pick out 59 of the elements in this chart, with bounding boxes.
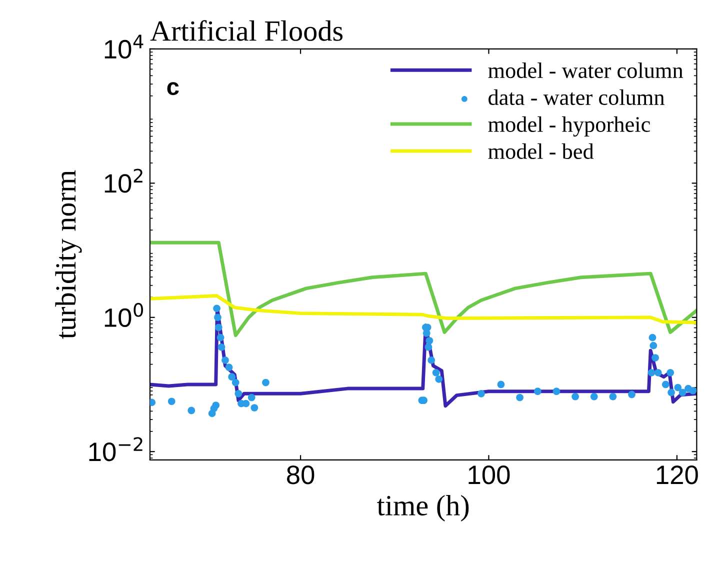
y-tick-label: 10$^{0}$ bbox=[104, 302, 144, 328]
x-tick-label: 80 bbox=[287, 466, 314, 484]
point bbox=[225, 364, 233, 372]
point bbox=[228, 373, 236, 381]
point bbox=[232, 378, 240, 386]
point bbox=[552, 388, 560, 396]
point bbox=[648, 368, 656, 376]
point bbox=[689, 386, 697, 394]
legend-label: model - bed bbox=[488, 143, 594, 160]
line-series bbox=[150, 240, 697, 338]
point bbox=[662, 380, 670, 388]
point bbox=[222, 356, 229, 364]
point bbox=[435, 376, 443, 383]
x-axis-title: time (h) bbox=[377, 494, 469, 522]
point bbox=[666, 368, 674, 376]
point bbox=[628, 390, 636, 398]
point bbox=[168, 398, 176, 406]
point bbox=[428, 356, 436, 364]
point bbox=[214, 324, 222, 332]
point bbox=[250, 404, 258, 412]
point bbox=[654, 368, 662, 376]
x-tick-label: 100 bbox=[468, 466, 510, 484]
legend-label: data - water column bbox=[488, 89, 664, 106]
annotation: c bbox=[167, 82, 179, 96]
y-tick-label: 10$^{−2}$ bbox=[89, 437, 142, 462]
point bbox=[150, 398, 156, 406]
point bbox=[218, 343, 226, 351]
point bbox=[572, 392, 579, 400]
point bbox=[648, 334, 656, 342]
point bbox=[650, 342, 658, 350]
y-tick-label: 10$^{2}$ bbox=[104, 168, 142, 193]
point bbox=[534, 388, 542, 396]
chart-title: Artificial Floods bbox=[150, 20, 343, 41]
point bbox=[188, 406, 196, 414]
point bbox=[234, 390, 242, 398]
point bbox=[262, 378, 270, 386]
point bbox=[248, 394, 256, 402]
legend-label: model - water column bbox=[488, 62, 684, 78]
point bbox=[674, 384, 682, 392]
y-axis-title: turbidity norm bbox=[55, 170, 82, 339]
point bbox=[426, 336, 434, 344]
point bbox=[213, 304, 220, 312]
point bbox=[652, 354, 659, 362]
point bbox=[216, 334, 224, 342]
point bbox=[516, 394, 524, 402]
x-tick-label: 120 bbox=[656, 466, 698, 484]
legend-label: model - hyporheic bbox=[488, 116, 650, 137]
point bbox=[590, 392, 598, 400]
point bbox=[212, 402, 220, 409]
point bbox=[214, 314, 222, 322]
point bbox=[668, 388, 675, 396]
point bbox=[478, 390, 485, 398]
line-series bbox=[150, 294, 697, 324]
point bbox=[424, 343, 432, 351]
point bbox=[678, 388, 686, 396]
point bbox=[432, 368, 440, 376]
point bbox=[609, 392, 617, 400]
y-tick-label: 10$^{4}$ bbox=[104, 34, 144, 59]
point bbox=[497, 380, 505, 388]
